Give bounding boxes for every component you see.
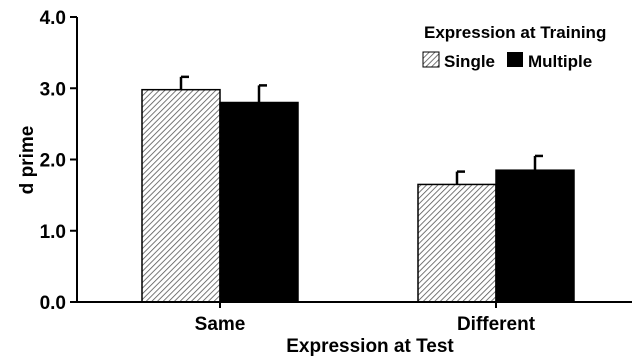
x-category-labels: Same Different [195,302,536,335]
legend-swatch-multiple [507,52,523,67]
legend-title: Expression at Training [424,23,606,42]
category-label-different: Different [457,314,536,335]
y-ticks: 0.0 1.0 2.0 3.0 4.0 [40,8,77,314]
bars-layer [141,75,575,303]
y-tick-label: 4.0 [40,8,66,29]
y-tick-label: 1.0 [40,222,66,243]
x-axis-title: Expression at Test [286,336,454,357]
legend-label-single: Single [444,52,495,71]
legend-swatch-single [422,51,440,68]
y-tick-label: 2.0 [40,151,66,172]
bar-single-different [417,183,497,303]
y-axis-title: d prime [17,126,38,195]
bar-multiple-different [495,169,575,303]
legend: Expression at Training Single Multiple [422,23,606,71]
legend-label-multiple: Multiple [528,52,592,71]
y-tick-label: 0.0 [40,293,66,314]
category-label-same: Same [195,314,246,335]
y-tick-label: 3.0 [40,79,66,100]
bar-multiple-same [219,101,299,303]
bar-single-same [141,88,221,303]
